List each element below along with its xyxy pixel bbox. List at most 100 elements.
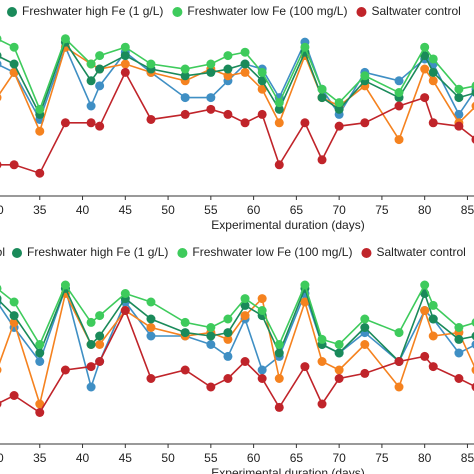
data-point — [120, 306, 130, 315]
data-point — [146, 331, 156, 341]
x-tick-label: 85 — [461, 451, 474, 465]
data-point — [86, 101, 96, 111]
data-point — [206, 331, 216, 341]
data-point — [334, 121, 344, 131]
data-point — [471, 81, 474, 90]
x-tick-label: 65 — [290, 451, 304, 465]
data-point — [35, 348, 45, 358]
data-point — [454, 348, 464, 358]
legend-marker — [172, 7, 183, 17]
data-point — [0, 161, 2, 169]
data-point — [471, 340, 474, 349]
data-point — [223, 51, 233, 61]
data-point — [240, 67, 250, 77]
data-point — [471, 101, 474, 111]
data-point — [223, 334, 233, 344]
data-point — [317, 93, 327, 103]
data-point — [394, 357, 404, 366]
data-point — [317, 155, 327, 165]
data-point — [120, 289, 130, 298]
data-point — [9, 42, 19, 52]
data-point — [334, 348, 344, 358]
data-point — [240, 47, 250, 57]
data-point — [146, 314, 156, 324]
data-point — [454, 109, 464, 119]
data-point — [471, 318, 474, 327]
data-point — [420, 93, 430, 103]
x-tick-label: 60 — [247, 203, 261, 217]
data-point — [420, 51, 430, 61]
data-point — [454, 323, 464, 332]
data-point — [180, 93, 190, 103]
data-point — [274, 160, 284, 170]
data-point — [471, 88, 474, 97]
data-point — [420, 280, 430, 290]
data-point — [146, 59, 156, 69]
data-point — [146, 374, 156, 383]
data-point — [428, 331, 438, 341]
data-point — [257, 109, 267, 119]
data-point — [206, 104, 216, 114]
data-point — [180, 64, 190, 74]
data-point — [471, 135, 474, 144]
data-point — [428, 362, 438, 372]
data-point — [274, 402, 284, 412]
data-point — [240, 357, 250, 366]
data-point — [35, 340, 45, 349]
data-point — [9, 391, 19, 400]
x-tick-label: 60 — [247, 451, 261, 465]
data-point — [35, 408, 45, 417]
data-point — [454, 374, 464, 383]
data-point — [0, 285, 2, 292]
data-point — [223, 351, 233, 361]
data-point — [180, 109, 190, 119]
data-point — [95, 311, 105, 321]
x-axis-label: Experimental duration (days) — [211, 466, 364, 474]
data-point — [471, 382, 474, 392]
data-point — [420, 64, 430, 74]
data-point — [334, 340, 344, 349]
data-point — [334, 98, 344, 108]
data-point — [257, 365, 267, 375]
data-point — [240, 300, 250, 310]
legend-label: Saltwater control — [371, 4, 460, 18]
data-point — [95, 357, 105, 366]
x-tick-label: 45 — [119, 203, 133, 217]
x-tick-label: 70 — [332, 203, 346, 217]
data-point — [334, 104, 344, 114]
data-point — [360, 71, 370, 81]
x-axis-label: Experimental duration (days) — [211, 218, 364, 232]
data-point — [257, 374, 267, 383]
legend-label: Saltwater control — [376, 245, 465, 259]
data-point — [274, 340, 284, 349]
data-point — [223, 314, 233, 324]
data-point — [86, 59, 96, 69]
data-point — [0, 35, 2, 43]
x-tick-label: 35 — [33, 203, 47, 217]
legend-label: Freshwater low Fe (100 mg/L) — [187, 4, 347, 18]
data-point — [274, 98, 284, 108]
data-point — [206, 340, 216, 349]
x-tick-label: 40 — [76, 451, 90, 465]
data-point — [300, 297, 310, 307]
data-point — [9, 297, 19, 307]
data-point — [394, 76, 404, 86]
x-tick-label: 65 — [290, 203, 304, 217]
data-point — [394, 101, 404, 111]
data-point — [300, 362, 310, 372]
legend-label: Freshwater high Fe (1 g/L) — [22, 4, 163, 18]
data-point — [240, 311, 250, 321]
data-point — [394, 328, 404, 338]
data-point — [146, 323, 156, 332]
data-point — [35, 399, 45, 409]
data-point — [95, 64, 105, 74]
data-point — [420, 306, 430, 315]
data-point — [471, 331, 474, 341]
data-point — [86, 317, 96, 327]
x-tick-label: 70 — [332, 451, 346, 465]
data-point — [206, 93, 216, 103]
data-point — [86, 362, 96, 372]
data-point — [60, 365, 70, 375]
data-point — [120, 51, 130, 61]
